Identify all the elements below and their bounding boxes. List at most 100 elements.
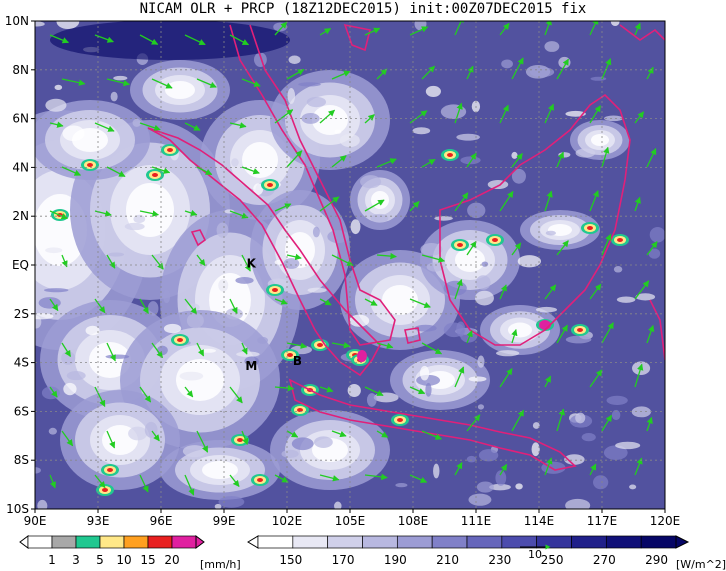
y-tick-label: 4N xyxy=(12,160,29,174)
cloud-speck xyxy=(604,115,623,122)
wind-arrow xyxy=(331,430,347,438)
colorbar-segment xyxy=(640,535,677,549)
cloud-speck xyxy=(477,355,485,368)
place-marks: K M B xyxy=(245,256,302,372)
olr-field xyxy=(35,21,665,509)
colorbar-tick-label: 270 xyxy=(593,553,616,567)
wind-arrow xyxy=(184,122,201,131)
y-tick-label: 4S xyxy=(14,356,29,370)
cloud-speck xyxy=(43,288,69,293)
colorbar-tick-label: 150 xyxy=(279,553,302,567)
wind-arrow xyxy=(364,473,388,481)
place-mark: B xyxy=(293,354,302,368)
cloud-speck xyxy=(606,395,628,406)
wind-arrow xyxy=(94,122,115,132)
cloud-speck xyxy=(281,449,299,458)
wind-arrow xyxy=(196,78,217,88)
wind-arrow xyxy=(634,457,643,476)
cloud-speck xyxy=(466,455,477,463)
cloud-speck xyxy=(593,475,609,490)
cloud-speck xyxy=(133,214,146,224)
x-tick-label: 93E xyxy=(87,514,110,528)
wind-arrow xyxy=(151,430,160,442)
wind-arrow xyxy=(409,26,429,36)
rain-cell-peak xyxy=(272,288,278,292)
wind-arrow xyxy=(364,27,381,36)
colorbar-tick-label: 5 xyxy=(96,553,104,567)
cloud-patch xyxy=(382,285,418,315)
wind-arrow xyxy=(286,430,299,438)
wind-arrow xyxy=(331,254,354,267)
cloud-speck xyxy=(434,216,453,221)
cloud-speck xyxy=(163,289,171,304)
cloud-speck xyxy=(478,449,499,462)
wind-arrow xyxy=(106,78,130,87)
cloud-speck xyxy=(312,226,320,238)
colorbar-tick-label: 170 xyxy=(332,553,355,567)
wind-arrow xyxy=(196,430,209,453)
cloud-speck xyxy=(244,356,259,366)
wind-arrow xyxy=(421,65,436,80)
cloud-speck xyxy=(511,151,518,159)
wind-arrow xyxy=(184,474,195,496)
cloud-speck xyxy=(214,503,222,509)
cloud-speck xyxy=(615,441,641,450)
cold-region xyxy=(50,21,290,60)
wind-arrow xyxy=(319,386,334,393)
cloud-speck xyxy=(54,84,63,90)
wind-arrow xyxy=(556,151,564,168)
cloud-speck xyxy=(545,230,556,236)
wind-arrow xyxy=(274,109,294,124)
rain-cell-peak xyxy=(102,488,108,492)
wind-arrow xyxy=(139,122,161,131)
x-tick-label: 102E xyxy=(272,514,303,528)
colorbar-segment xyxy=(257,535,294,549)
rain-cell-peak xyxy=(152,173,158,177)
cloud-speck xyxy=(298,82,321,87)
cloud-speck xyxy=(649,227,665,243)
cloud-speck xyxy=(474,290,494,306)
cloud-speck xyxy=(314,436,333,448)
cloud-speck xyxy=(425,382,432,397)
colorbar-end xyxy=(247,535,259,549)
cloud-speck xyxy=(334,501,342,509)
cloud-speck xyxy=(532,422,540,429)
colorbar-tick-label: 1 xyxy=(48,553,56,567)
wind-arrow xyxy=(601,146,610,168)
wind-arrow xyxy=(139,298,149,314)
map-axes: 90E 93E 96E 99E 102E 105E 108E 111E 114E 117E 120E… xyxy=(5,14,681,528)
colorbar-end xyxy=(195,535,205,549)
cloud-speck xyxy=(253,183,264,196)
cloud-speck xyxy=(216,222,229,238)
wind-arrow xyxy=(286,68,305,80)
wind-arrow xyxy=(421,254,446,263)
wind-arrow xyxy=(556,58,569,80)
colorbar-segment xyxy=(75,535,101,549)
x-tick-label: 96E xyxy=(150,514,173,528)
colorbar-segment xyxy=(571,535,607,549)
wind-arrow xyxy=(466,152,477,168)
colorbar-segment xyxy=(27,535,53,549)
y-tick-label: 10N xyxy=(5,14,29,28)
cloud-speck xyxy=(200,348,217,353)
wind-arrow xyxy=(646,148,657,168)
cloud-speck xyxy=(468,493,492,506)
wind-arrow xyxy=(499,284,507,300)
colorbar-segment xyxy=(292,535,329,549)
cloud-speck xyxy=(603,445,628,460)
y-tick-label: 10S xyxy=(6,502,29,516)
rain-cell-peak xyxy=(457,243,463,247)
wind-arrow xyxy=(421,342,443,355)
wind-arrow xyxy=(364,199,385,212)
wind-arrow xyxy=(376,342,394,349)
cloud-speck xyxy=(501,59,513,69)
cloud-speck xyxy=(236,351,260,357)
wind-arrow xyxy=(454,279,463,300)
wind-arrow xyxy=(151,166,171,174)
cloud-speck xyxy=(468,376,487,382)
cloud-speck xyxy=(182,445,207,458)
wind-arrow xyxy=(94,474,106,489)
wind-arrow xyxy=(229,474,240,487)
x-tick-label: 111E xyxy=(461,514,492,528)
rain-cell-peak xyxy=(237,438,243,442)
